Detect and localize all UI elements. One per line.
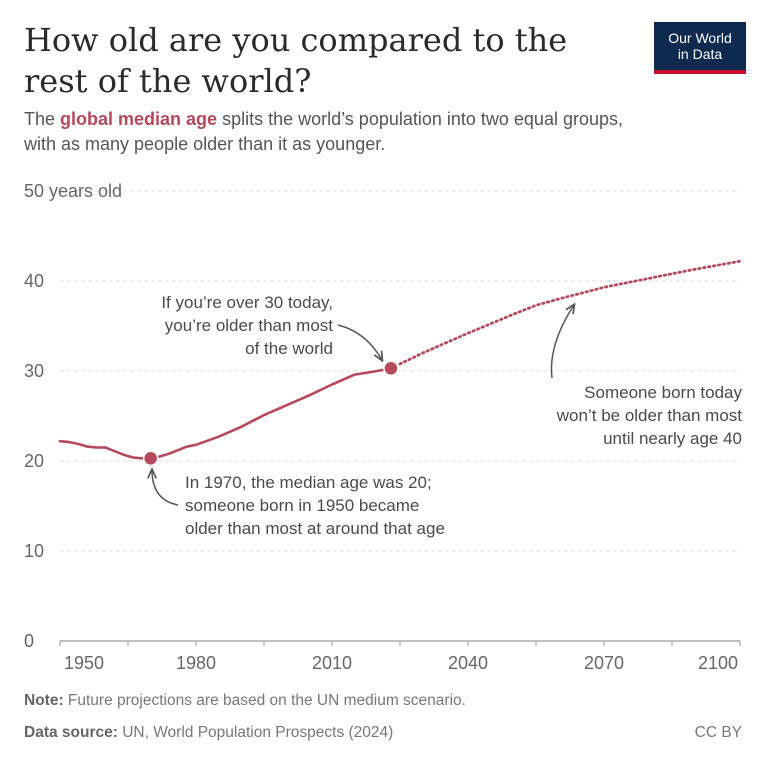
annotation-arrow-future	[550, 305, 574, 379]
axes: 0 10 20 30 40 50 years old 1950 1980 2010 2040 207…	[24, 181, 741, 673]
y-tick-label: 20	[24, 451, 44, 471]
note-text: Future projections are based on the UN m…	[63, 692, 466, 709]
series-lines	[58, 259, 742, 460]
annotation-arrow-2023	[337, 324, 382, 360]
projection-line	[389, 259, 742, 370]
annotation-line: In 1970, the median age was 20;	[185, 473, 432, 492]
annotation-line: older than most at around that age	[185, 519, 445, 538]
subtitle-highlight: global median age	[60, 109, 218, 129]
annotation-line: If you’re over 30 today,	[161, 293, 333, 312]
annotation-1: In 1970, the median age was 20; someone b…	[185, 473, 445, 538]
highlight-points	[142, 360, 399, 467]
source-text: UN, World Population Prospects (2024)	[117, 724, 394, 741]
x-tick-label: 1950	[64, 653, 104, 673]
point-1970	[142, 450, 159, 467]
historical-line	[58, 367, 393, 460]
y-tick-label: 50 years old	[24, 181, 122, 201]
subtitle-suffix: splits the world’s population into two e…	[24, 109, 623, 154]
logo-line-1: Our World	[668, 30, 732, 46]
annotation-line: of the world	[245, 339, 333, 358]
y-tick-label: 10	[24, 541, 44, 561]
owid-logo[interactable]: Our World in Data	[654, 22, 746, 74]
x-tick-label: 1980	[176, 653, 216, 673]
annotation-0: If you’re over 30 today, you’re older tha…	[161, 293, 333, 358]
point-2023	[383, 360, 399, 377]
annotation-2: Someone born today won’t be older than mo…	[556, 383, 743, 448]
annotation-line: Someone born today	[584, 383, 742, 402]
x-tick-label: 2040	[448, 653, 488, 673]
logo-line-2: in Data	[677, 46, 723, 62]
y-tick-label: 40	[24, 271, 44, 291]
footer-note: Note: Future projections are based on th…	[24, 692, 466, 710]
x-tick-label: 2010	[312, 653, 352, 673]
subtitle-prefix: The	[24, 109, 61, 129]
chart-title: How old are you compared to the rest of …	[24, 21, 568, 100]
annotation-line: won’t be older than most	[556, 406, 742, 425]
annotation-arrow-1970	[152, 470, 179, 506]
annotation-line: someone born in 1950 became	[185, 496, 419, 515]
license-link[interactable]: CC BY	[694, 724, 742, 741]
y-tick-label: 30	[24, 361, 44, 381]
grid-lines	[60, 190, 740, 552]
annotation-line: you’re older than most	[165, 316, 333, 335]
footer-source: Data source: UN, World Population Prospe…	[24, 724, 393, 742]
x-tick-label: 2100	[698, 653, 738, 673]
source-label: Data source:	[24, 724, 118, 741]
note-label: Note:	[24, 692, 64, 709]
annotations: If you’re over 30 today, you’re older tha…	[152, 293, 742, 538]
chart-subtitle: The global median age splits the world’s…	[24, 107, 624, 157]
x-tick-label: 2070	[584, 653, 624, 673]
annotation-line: until nearly age 40	[603, 429, 742, 448]
y-tick-label: 0	[24, 631, 34, 651]
